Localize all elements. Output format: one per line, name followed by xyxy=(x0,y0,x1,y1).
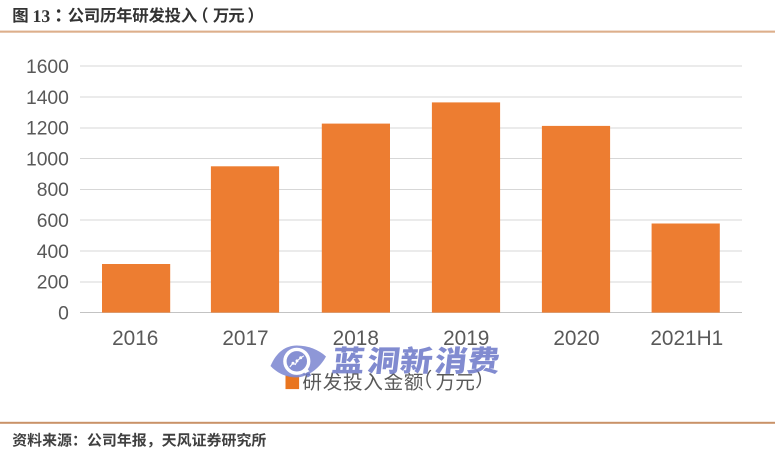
svg-text:200: 200 xyxy=(37,273,69,294)
svg-text:800: 800 xyxy=(37,180,69,201)
svg-text:400: 400 xyxy=(37,242,69,263)
svg-text:2017: 2017 xyxy=(222,327,268,350)
svg-text:2020: 2020 xyxy=(553,327,599,350)
svg-text:1200: 1200 xyxy=(26,119,69,140)
svg-text:0: 0 xyxy=(58,303,69,324)
svg-text:600: 600 xyxy=(37,211,69,232)
svg-text:1000: 1000 xyxy=(26,149,69,170)
svg-text:2018: 2018 xyxy=(333,327,379,350)
svg-text:2021H1: 2021H1 xyxy=(650,327,723,350)
svg-text:1600: 1600 xyxy=(26,57,69,78)
svg-text:1400: 1400 xyxy=(26,88,69,109)
svg-text:2019: 2019 xyxy=(443,327,489,350)
svg-text:2016: 2016 xyxy=(112,327,158,350)
